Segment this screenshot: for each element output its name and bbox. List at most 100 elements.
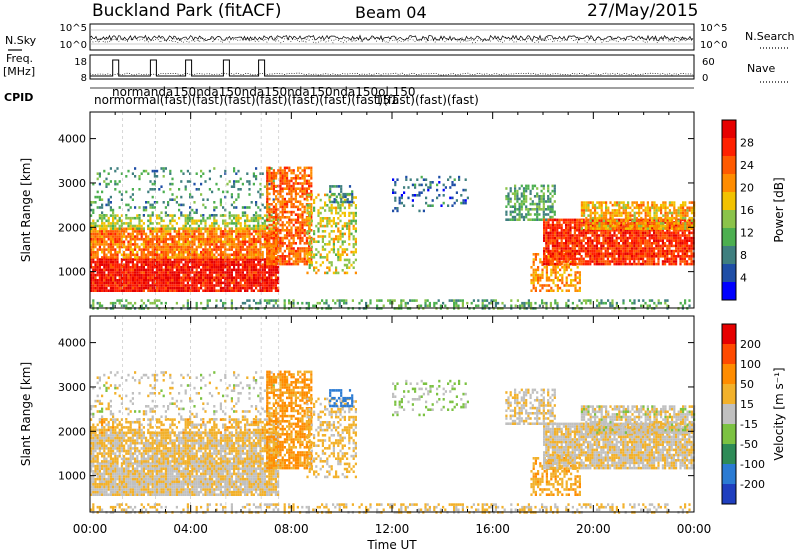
power-cell	[534, 273, 537, 277]
power-cell	[246, 289, 249, 292]
power-cell	[308, 224, 311, 228]
power-cell	[427, 186, 430, 189]
power-cell	[257, 227, 260, 230]
power-cell	[633, 252, 636, 255]
power-cell	[288, 223, 291, 227]
power-cell	[230, 281, 233, 285]
power-cell	[675, 231, 678, 235]
power-cell	[202, 258, 205, 261]
power-cell	[561, 276, 564, 279]
power-cell	[173, 198, 176, 201]
power-cell	[277, 229, 280, 232]
power-cell	[151, 222, 154, 225]
power-cell	[639, 234, 642, 237]
power-cell	[344, 192, 347, 196]
power-cell	[589, 255, 592, 258]
power-cell	[266, 256, 269, 259]
power-cell	[611, 221, 614, 224]
power-cell	[237, 193, 240, 196]
power-cell	[244, 235, 247, 238]
power-cell	[266, 289, 269, 292]
power-cell	[241, 206, 244, 209]
power-cell	[96, 250, 99, 254]
power-cell	[151, 195, 154, 199]
power-cell	[337, 237, 340, 241]
power-cell	[125, 175, 128, 178]
power-cell	[686, 255, 689, 258]
power-cell	[142, 289, 145, 292]
power-cell	[683, 249, 686, 253]
power-cell	[563, 253, 566, 256]
power-cell	[279, 203, 282, 206]
power-cell	[173, 289, 176, 292]
power-cell	[101, 224, 104, 228]
power-cell	[259, 224, 262, 228]
power-cell	[215, 276, 218, 279]
power-cell	[162, 271, 165, 274]
power-cell	[565, 244, 568, 248]
power-cell	[268, 177, 271, 180]
power-cell	[551, 226, 554, 229]
power-cell	[551, 208, 554, 211]
power-cell	[354, 214, 357, 217]
power-cell	[241, 256, 244, 259]
power-cell	[315, 266, 318, 269]
power-cell	[536, 215, 539, 219]
power-cell	[226, 235, 229, 238]
power-cell	[156, 266, 159, 269]
power-cell	[191, 245, 194, 249]
power-cell	[136, 253, 139, 257]
power-cell	[217, 245, 220, 249]
power-cell	[677, 244, 680, 248]
power-cell	[197, 219, 200, 223]
power-cell	[213, 214, 216, 217]
power-cell	[129, 219, 132, 223]
power-cell	[299, 239, 302, 242]
power-cell	[131, 284, 134, 287]
power-cell	[560, 239, 563, 242]
power-cell	[283, 257, 286, 261]
power-cell	[279, 242, 282, 245]
power-cell	[138, 248, 141, 251]
power-cell	[655, 252, 658, 255]
power-cell	[138, 279, 141, 282]
power-cell	[120, 258, 123, 261]
power-cell	[145, 243, 148, 246]
power-cell	[173, 271, 176, 274]
freq-tick-bottom: 8	[81, 73, 87, 84]
power-cell	[270, 231, 273, 235]
power-cell	[567, 273, 570, 277]
power-cell	[200, 222, 203, 225]
power-cell	[228, 281, 231, 285]
power-cell	[123, 222, 126, 225]
power-cell	[156, 240, 159, 244]
power-cell	[230, 203, 233, 207]
power-cell	[105, 260, 108, 264]
power-cell	[270, 252, 273, 255]
power-cell	[230, 227, 233, 230]
power-cell	[317, 222, 320, 225]
power-cell	[624, 255, 627, 258]
power-cell	[92, 211, 95, 214]
power-cell	[92, 279, 95, 282]
power-cell	[252, 281, 255, 285]
power-cell	[315, 261, 318, 264]
power-cell	[541, 263, 544, 266]
power-cell	[233, 214, 236, 217]
power-cell	[162, 232, 165, 236]
power-cell	[659, 244, 662, 248]
power-cell	[257, 289, 260, 292]
power-cell	[587, 236, 590, 240]
power-cell	[116, 250, 119, 254]
power-cell	[537, 253, 540, 256]
power-cell	[617, 249, 620, 253]
power-cell	[642, 242, 645, 245]
power-cell	[222, 232, 225, 236]
power-cell	[332, 206, 335, 210]
power-cell	[206, 227, 209, 231]
power-cell	[525, 215, 528, 219]
power-cell	[277, 244, 280, 248]
power-cell	[635, 239, 638, 242]
power-cell	[195, 211, 198, 214]
